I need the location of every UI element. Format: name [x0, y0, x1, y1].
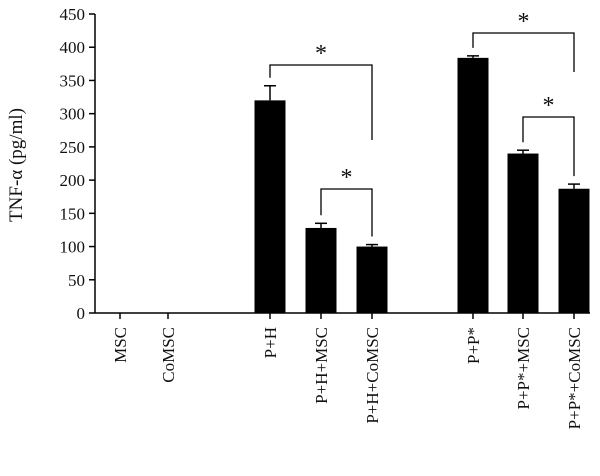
y-tick-label: 0	[77, 304, 86, 323]
significance-star: *	[341, 165, 353, 191]
bar	[356, 246, 388, 313]
y-tick-label: 300	[60, 105, 86, 124]
significance-bracket	[472, 32, 575, 72]
category-label: MSC	[111, 327, 130, 363]
y-tick-label: 350	[60, 71, 86, 90]
significance-star: *	[543, 93, 555, 119]
category-label: CoMSC	[159, 327, 178, 383]
bars	[254, 55, 590, 313]
y-tick-label: 50	[68, 271, 85, 290]
bar	[305, 227, 337, 313]
bar	[254, 100, 286, 313]
bar	[558, 188, 590, 313]
significance-bracket	[269, 64, 373, 140]
category-label: P+H+CoMSC	[363, 327, 382, 424]
axes: 0 50 100 150 200 250 300 350 400 450	[60, 5, 590, 323]
significance-bracket	[522, 116, 575, 177]
bar	[457, 57, 489, 313]
category-labels: MSC CoMSC P+H P+H+MSC P+H+CoMSC P+P* P+P*+MSC P…	[111, 327, 584, 429]
y-tick-label: 400	[60, 38, 86, 57]
y-tick-label: 250	[60, 138, 86, 157]
y-tick-label: 450	[60, 5, 86, 24]
category-label: P+P*	[464, 327, 483, 364]
category-label: P+P*+MSC	[514, 327, 533, 410]
significance-star: *	[518, 9, 530, 35]
y-tick-label: 100	[60, 238, 86, 257]
y-tick-label: 150	[60, 204, 86, 223]
category-label: P+H	[261, 327, 280, 358]
significance-brackets: * * * *	[269, 9, 575, 237]
y-tick-label: 200	[60, 171, 86, 190]
significance-star: *	[315, 41, 327, 67]
category-label: P+H+MSC	[312, 327, 331, 404]
category-label: P+P*+CoMSC	[565, 327, 584, 429]
significance-bracket	[320, 188, 373, 237]
y-axis-label: TNF-α (pg/ml)	[6, 108, 27, 222]
bar	[507, 153, 539, 313]
